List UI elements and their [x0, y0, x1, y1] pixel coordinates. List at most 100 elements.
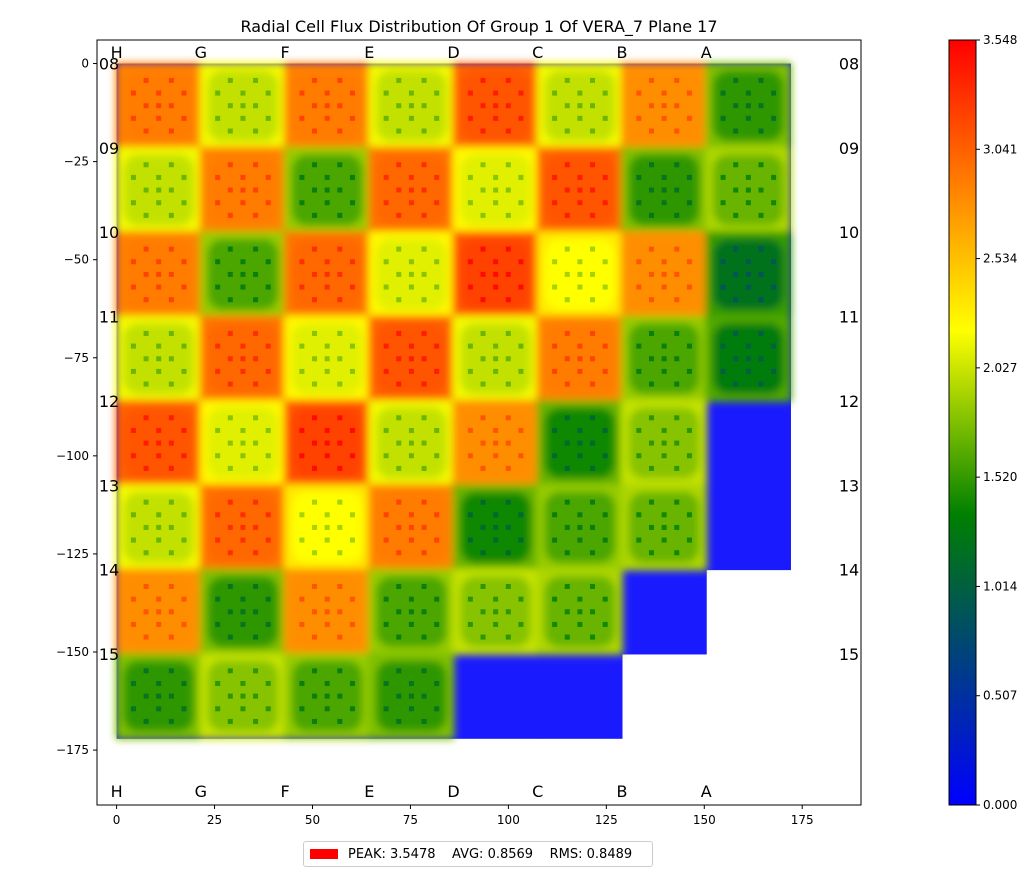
pin-marker: [758, 77, 764, 83]
pin-marker: [324, 621, 330, 627]
pin-marker: [564, 187, 570, 193]
pin-marker: [745, 187, 751, 193]
pin-marker: [552, 284, 558, 290]
column-label-bottom: E: [364, 782, 374, 801]
pin-marker: [552, 537, 558, 543]
pin-marker: [396, 77, 402, 83]
pin-marker: [661, 271, 667, 277]
pin-marker: [408, 621, 414, 627]
pin-marker: [143, 246, 149, 252]
pin-marker: [434, 200, 440, 206]
pin-marker: [181, 512, 187, 518]
column-label-top: H: [111, 43, 123, 62]
pin-marker: [577, 115, 583, 121]
y-tick-label: −50: [64, 253, 89, 267]
pin-marker: [564, 356, 570, 362]
pin-marker: [324, 453, 330, 459]
pin-marker: [636, 343, 642, 349]
pin-marker: [493, 368, 499, 374]
pin-marker: [324, 271, 330, 277]
pin-marker: [733, 103, 739, 109]
pin-marker: [552, 90, 558, 96]
pin-marker: [434, 427, 440, 433]
pin-marker: [265, 512, 271, 518]
row-label-right: 12: [839, 392, 859, 411]
pin-marker: [674, 128, 680, 134]
pin-marker: [467, 115, 473, 121]
pin-marker: [421, 440, 427, 446]
pin-marker: [383, 706, 389, 712]
pin-marker: [745, 115, 751, 121]
pin-marker: [240, 271, 246, 277]
pin-marker: [421, 212, 427, 218]
assembly-labels: H H G G F F E E D D C C B B A A 08 08 09 09 10 10 11 11 12 12 13 13…: [99, 43, 859, 801]
pin-marker: [493, 537, 499, 543]
pin-marker: [590, 415, 596, 421]
pin-marker: [720, 174, 726, 180]
pin-marker: [674, 162, 680, 168]
pin-marker: [215, 343, 221, 349]
column-label-top: F: [280, 43, 289, 62]
pin-marker: [493, 427, 499, 433]
pin-marker: [733, 330, 739, 336]
pin-marker: [648, 212, 654, 218]
pin-marker: [265, 200, 271, 206]
pin-marker: [590, 440, 596, 446]
pin-marker: [396, 634, 402, 640]
pin-marker: [518, 368, 524, 374]
pin-marker: [564, 103, 570, 109]
pin-marker: [156, 680, 162, 686]
pin-marker: [493, 440, 499, 446]
colorbar-tick-label: 0.507: [983, 689, 1017, 703]
pin-marker: [674, 550, 680, 556]
pin-marker: [265, 115, 271, 121]
pin-marker: [181, 427, 187, 433]
pin-marker: [337, 583, 343, 589]
pin-marker: [130, 259, 136, 265]
pin-marker: [674, 77, 680, 83]
pin-marker: [156, 368, 162, 374]
pin-marker: [337, 212, 343, 218]
pin-marker: [648, 440, 654, 446]
pin-marker: [143, 693, 149, 699]
pin-marker: [480, 415, 486, 421]
pin-marker: [337, 550, 343, 556]
pin-marker: [227, 162, 233, 168]
pin-marker: [661, 284, 667, 290]
pin-marker: [771, 115, 777, 121]
pin-marker: [312, 128, 318, 134]
column-label-bottom: A: [701, 782, 712, 801]
pin-marker: [661, 524, 667, 530]
pin-marker: [265, 284, 271, 290]
pin-marker: [299, 453, 305, 459]
pin-marker: [421, 128, 427, 134]
pin-marker: [745, 343, 751, 349]
pin-marker: [143, 499, 149, 505]
pin-marker: [143, 440, 149, 446]
pin-marker: [383, 680, 389, 686]
pin-marker: [686, 368, 692, 374]
pin-marker: [602, 115, 608, 121]
pin-marker: [253, 103, 259, 109]
pin-marker: [337, 330, 343, 336]
pin-marker: [564, 77, 570, 83]
pin-marker: [720, 115, 726, 121]
pin-marker: [312, 550, 318, 556]
pin-marker: [505, 212, 511, 218]
pin-marker: [674, 465, 680, 471]
x-axis: 0 25 50 75 100 125 150 175: [113, 805, 814, 827]
pin-marker: [253, 415, 259, 421]
pin-marker: [434, 90, 440, 96]
pin-marker: [168, 550, 174, 556]
pin-marker: [480, 609, 486, 615]
pin-marker: [648, 271, 654, 277]
pin-marker: [480, 162, 486, 168]
pin-marker: [227, 246, 233, 252]
pin-marker: [505, 271, 511, 277]
pin-marker: [227, 103, 233, 109]
pin-marker: [421, 415, 427, 421]
pin-marker: [130, 343, 136, 349]
heatmap-area: [115, 62, 792, 740]
pin-marker: [227, 77, 233, 83]
row-label-left: 15: [99, 645, 119, 664]
